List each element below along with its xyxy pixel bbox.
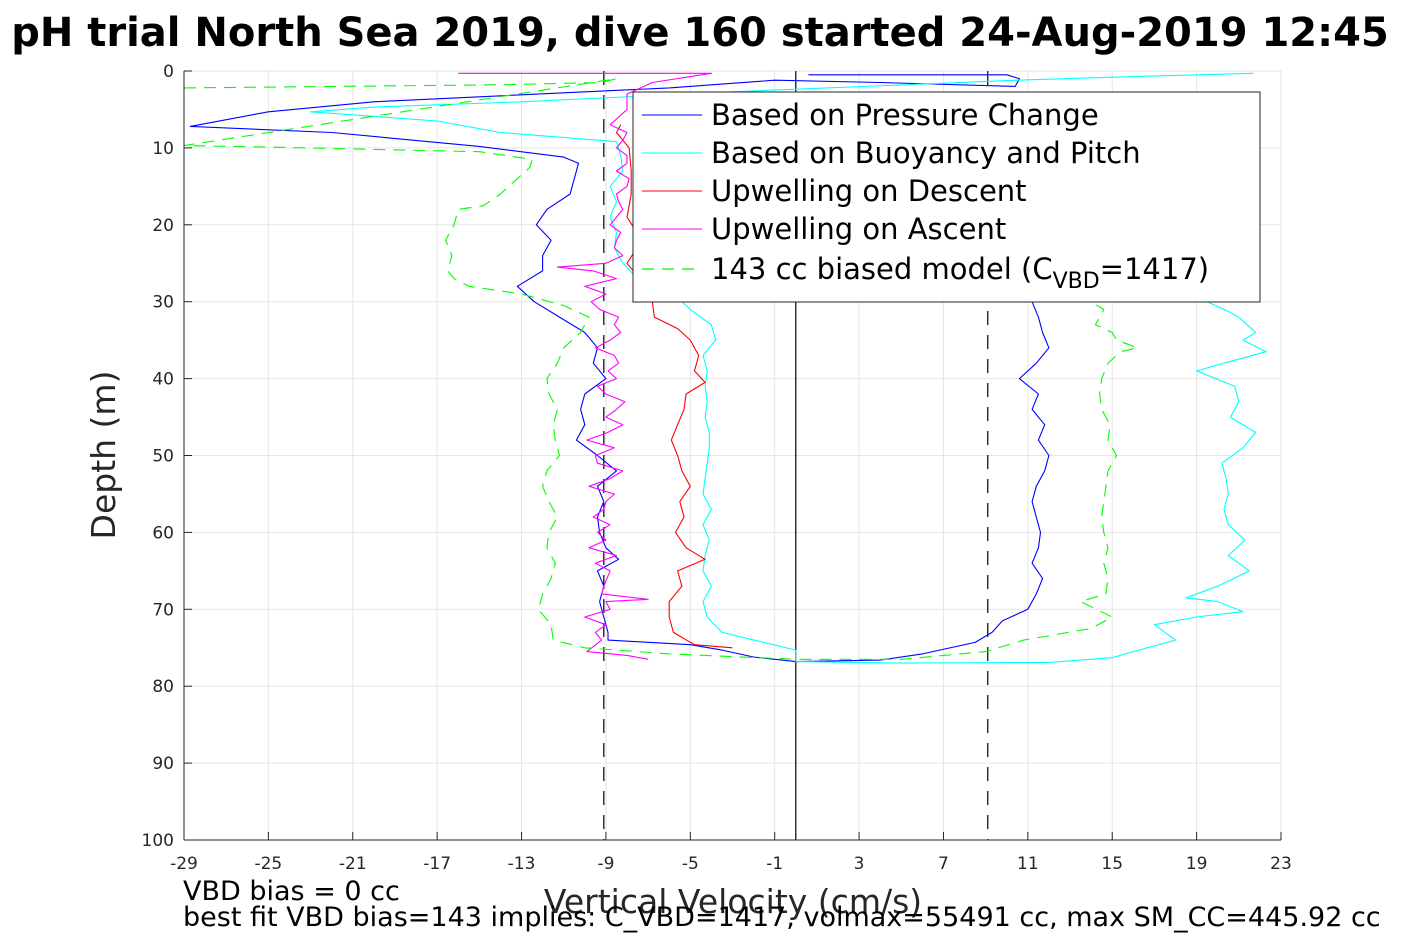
x-tick-label: 19 xyxy=(1186,854,1208,874)
y-tick-label: 100 xyxy=(142,831,174,851)
series-line-1 xyxy=(310,72,1267,664)
legend-model-suffix: =1417) xyxy=(1100,252,1209,286)
x-tick-label: 15 xyxy=(1101,854,1123,874)
x-tick-label: -1 xyxy=(766,854,783,874)
axes xyxy=(183,70,1282,841)
series-line-3 xyxy=(458,72,712,660)
y-tick-label: 0 xyxy=(163,62,174,82)
x-tick-label: 23 xyxy=(1270,854,1292,874)
x-tick-label: -13 xyxy=(508,854,536,874)
legend-box xyxy=(632,91,1261,303)
x-tick-label: -25 xyxy=(254,854,282,874)
y-tick-label: 70 xyxy=(152,600,174,620)
y-axis-label: Depth (m) xyxy=(84,371,123,540)
legend-label-pressure: Based on Pressure Change xyxy=(711,98,1099,132)
footer-line-2: best fit VBD bias=143 implies: C_VBD=141… xyxy=(183,902,1381,933)
y-tick-label: 80 xyxy=(152,677,174,697)
y-tick-label: 90 xyxy=(152,754,174,774)
legend-label-model: 143 cc biased model (CVBD=1417) xyxy=(711,252,1209,294)
legend-label-buoyancy: Based on Buoyancy and Pitch xyxy=(711,136,1141,170)
data-series xyxy=(184,72,1267,664)
x-tick-label: 11 xyxy=(1017,854,1039,874)
x-tick-label: 7 xyxy=(938,854,949,874)
series-line-4 xyxy=(184,78,1139,660)
chart-title: pH trial North Sea 2019, dive 160 starte… xyxy=(11,10,1389,56)
legend-label-descent: Upwelling on Descent xyxy=(711,174,1027,208)
x-tick-label: -17 xyxy=(423,854,451,874)
y-tick-label: 10 xyxy=(152,139,174,159)
legend: Based on Pressure Change Based on Buoyan… xyxy=(632,91,1261,303)
y-tick-label: 20 xyxy=(152,216,174,236)
legend-model-prefix: 143 cc biased model (C xyxy=(711,252,1053,286)
y-tick-label: 60 xyxy=(152,523,174,543)
x-tick-label: -21 xyxy=(339,854,367,874)
x-tick-label: 3 xyxy=(854,854,865,874)
x-tick-label: -29 xyxy=(170,854,198,874)
x-tick-label: -5 xyxy=(682,854,699,874)
legend-label-ascent: Upwelling on Ascent xyxy=(711,212,1006,246)
legend-model-subscript: VBD xyxy=(1053,269,1100,294)
y-tick-label: 40 xyxy=(152,370,174,390)
y-tick-label: 30 xyxy=(152,293,174,313)
x-axis-label: Vertical Velocity (cm/s) xyxy=(544,882,922,921)
tick-labels: -29 -25 -21 -17 -13 -9 -5 -1 3 7 11 15 19 23010203040… xyxy=(142,62,1292,874)
x-tick-label: -9 xyxy=(597,854,614,874)
series-line-0 xyxy=(189,74,1050,663)
y-tick-label: 50 xyxy=(152,447,174,467)
footer-line-1: VBD bias = 0 cc xyxy=(183,876,400,907)
